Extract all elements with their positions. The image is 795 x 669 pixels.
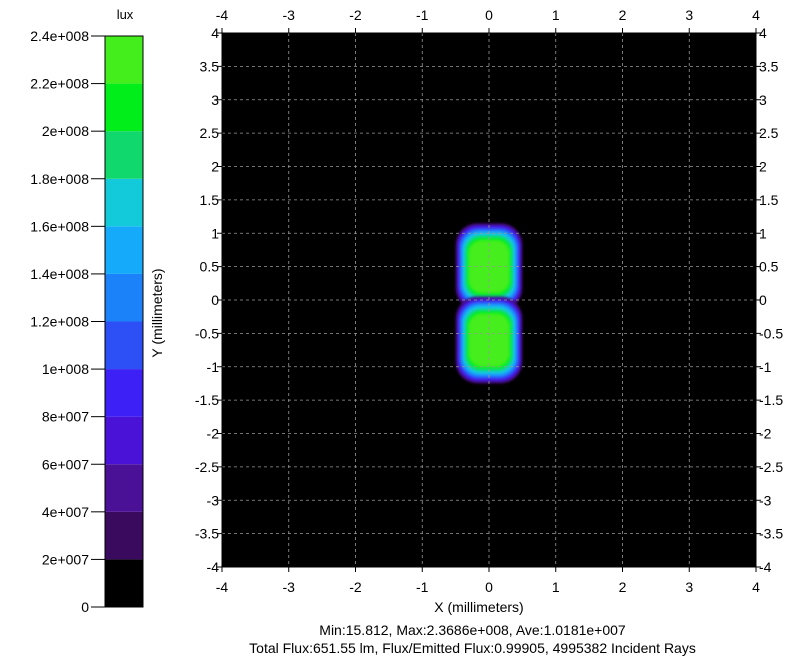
y-tick-label-left: 1.5 [200, 192, 220, 208]
stats-flux: Total Flux:651.55 lm, Flux/Emitted Flux:… [249, 640, 696, 656]
y-ticks-right: -4 -3.5 -3 -2.5 -2 -1.5 -1 -0.5 0 0.5 1 1.5 2 2.5 3 3.5… [756, 25, 783, 575]
y-tick-label-right: 0.5 [759, 259, 779, 275]
x-tick-label-top: 0 [485, 7, 493, 23]
y-tick-label-right: -0.5 [759, 325, 783, 341]
colorbar-tick-label: 1.4e+008 [30, 266, 89, 282]
x-tick-label-top: -1 [416, 7, 429, 23]
y-tick-label-right: -1.5 [759, 392, 783, 408]
y-tick-label-right: -2 [759, 426, 772, 442]
colorbar: 0 2e+007 4e+007 6e+007 8e+007 1e+008 1.2e+008 1… [30, 28, 144, 615]
y-tick-label-right: 4 [759, 25, 767, 41]
y-tick-label-left: 0 [211, 292, 219, 308]
y-tick-label-right: 3.5 [759, 58, 779, 74]
y-axis-label: Y (millimeters) [149, 268, 165, 357]
colorbar-tick-label: 1.8e+008 [30, 171, 89, 187]
x-tick-label-bottom: 3 [685, 579, 693, 595]
colorbar-band [105, 416, 143, 465]
grid-lines [221, 32, 757, 568]
x-axis-label: X (millimeters) [434, 599, 523, 615]
colorbar-tick-label: 4e+007 [42, 504, 89, 520]
x-tick-label-top: -3 [283, 7, 296, 23]
colorbar-tick-label: 2.2e+008 [30, 76, 89, 92]
x-tick-label-top: 3 [685, 7, 693, 23]
y-tick-label-left: -1 [207, 359, 220, 375]
colorbar-tick-label: 1.6e+008 [30, 218, 89, 234]
colorbar-unit-label: lux [117, 7, 134, 22]
y-tick-label-left: -3 [207, 492, 220, 508]
y-tick-label-right: -3 [759, 492, 772, 508]
colorbar-tick-label: 2e+008 [42, 123, 89, 139]
colorbar-band [105, 559, 143, 607]
y-tick-label-right: 1.5 [759, 192, 779, 208]
stats-summary: Min:15.812, Max:2.3686e+008, Ave:1.0181e… [319, 622, 626, 638]
x-ticks-top: -4 -3 -2 -1 0 1 2 3 4 [216, 7, 760, 33]
y-tick-label-left: 2 [211, 159, 219, 175]
y-tick-label-right: -2.5 [759, 459, 783, 475]
colorbar-tick-label: 6e+007 [42, 456, 89, 472]
y-tick-label-left: 1 [211, 225, 219, 241]
y-tick-label-right: 0 [759, 292, 767, 308]
x-tick-label-top: -4 [216, 7, 229, 23]
colorbar-band [105, 226, 143, 274]
colorbar-band [105, 273, 143, 322]
colorbar-tick-label: 1e+008 [42, 361, 89, 377]
x-tick-label-bottom: 2 [619, 579, 627, 595]
y-tick-label-left: 3.5 [200, 58, 220, 74]
y-tick-label-left: -2.5 [195, 459, 219, 475]
x-tick-label-bottom: -1 [416, 579, 429, 595]
y-tick-label-right: 3 [759, 92, 767, 108]
y-tick-label-left: 3 [211, 92, 219, 108]
y-tick-label-right: 2.5 [759, 125, 779, 141]
x-tick-label-bottom: 1 [552, 579, 560, 595]
x-tick-label-top: 1 [552, 7, 560, 23]
colorbar-tick-label: 1.2e+008 [30, 314, 89, 330]
y-ticks-left: -4 -3.5 -3 -2.5 -2 -1.5 -1 -0.5 0 0.5 1 1.5 2 2.5 3 3.5… [195, 25, 222, 575]
colorbar-band [105, 178, 143, 227]
y-tick-label-left: -1.5 [195, 392, 219, 408]
x-tick-label-bottom: 4 [752, 579, 760, 595]
y-tick-label-left: -3.5 [195, 526, 219, 542]
colorbar-band [105, 321, 143, 370]
colorbar-band [105, 36, 143, 84]
y-tick-label-right: -4 [759, 559, 772, 575]
y-tick-label-left: -0.5 [195, 325, 219, 341]
x-tick-label-top: 2 [619, 7, 627, 23]
x-tick-label-bottom: -4 [216, 579, 229, 595]
colorbar-tick-label: 8e+007 [42, 409, 89, 425]
x-tick-label-bottom: 0 [485, 579, 493, 595]
x-ticks-bottom: -4 -3 -2 -1 0 1 2 3 4 [216, 567, 760, 595]
colorbar-tick-label: 2e+007 [42, 551, 89, 567]
colorbar-band [105, 464, 143, 512]
y-tick-label-right: -1 [759, 359, 772, 375]
colorbar-tick-label: 0 [81, 599, 89, 615]
y-tick-label-right: 2 [759, 159, 767, 175]
x-tick-label-top: 4 [752, 7, 760, 23]
y-tick-label-left: -4 [207, 559, 220, 575]
x-tick-label-bottom: -2 [349, 579, 362, 595]
y-tick-label-right: 1 [759, 225, 767, 241]
y-tick-label-right: -3.5 [759, 526, 783, 542]
colorbar-band [105, 83, 143, 132]
x-tick-label-bottom: -3 [283, 579, 296, 595]
y-tick-label-left: 0.5 [200, 259, 220, 275]
x-tick-label-top: -2 [349, 7, 362, 23]
colorbar-band [105, 369, 143, 417]
y-tick-label-left: -2 [207, 426, 220, 442]
colorbar-band [105, 511, 143, 560]
colorbar-band [105, 131, 143, 179]
colorbar-tick-label: 2.4e+008 [30, 28, 89, 44]
y-tick-label-left: 4 [211, 25, 219, 41]
y-tick-label-left: 2.5 [200, 125, 220, 141]
